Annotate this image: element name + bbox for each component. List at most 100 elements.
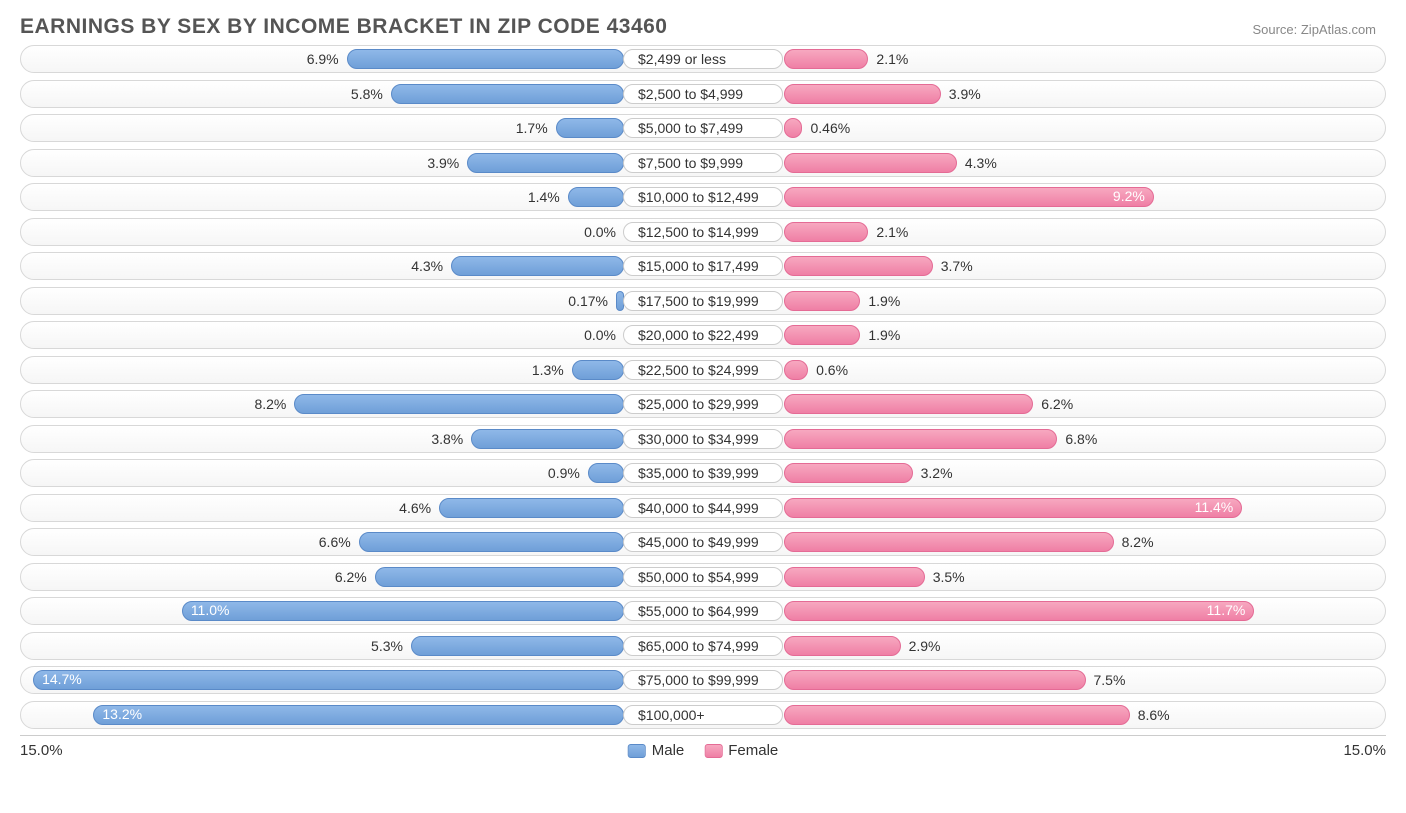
female-half: 8.2% [784, 529, 1387, 555]
male-value-label: 5.3% [371, 638, 403, 654]
male-value-label: 1.7% [516, 120, 548, 136]
female-bar [784, 256, 933, 276]
male-half: 0.17% [21, 288, 624, 314]
legend-male: Male [628, 742, 685, 759]
bracket-label: $25,000 to $29,999 [623, 394, 783, 414]
female-bar [784, 325, 860, 345]
male-half: 0.9% [21, 460, 624, 486]
female-half: 11.4% [784, 495, 1387, 521]
male-value-label: 11.0% [191, 602, 230, 618]
female-bar [784, 567, 925, 587]
chart-row: $20,000 to $22,4990.0%1.9% [20, 321, 1386, 349]
chart-footer: 15.0% Male Female 15.0% [20, 735, 1386, 759]
axis-left-label: 15.0% [20, 742, 63, 759]
male-value-label: 6.9% [307, 51, 339, 67]
female-half: 2.1% [784, 46, 1387, 72]
female-value-label: 6.2% [1041, 396, 1073, 412]
male-bar [439, 498, 624, 518]
male-value-label: 0.0% [584, 224, 616, 240]
male-value-label: 4.6% [399, 500, 431, 516]
female-bar [784, 153, 957, 173]
chart-row: $12,500 to $14,999 0.0% 2.1% [20, 218, 1386, 246]
female-bar: 11.7% [784, 601, 1254, 621]
male-half: 4.3% [21, 253, 624, 279]
male-half: 5.8% [21, 81, 624, 107]
female-value-label: 1.9% [868, 327, 900, 343]
male-half: 6.9% [21, 46, 624, 72]
chart-row: $7,500 to $9,9993.9%4.3% [20, 149, 1386, 177]
male-bar [471, 429, 624, 449]
male-half: 3.9% [21, 150, 624, 176]
male-half: 8.2% [21, 391, 624, 417]
male-half: 1.3% [21, 357, 624, 383]
bracket-label: $55,000 to $64,999 [623, 601, 783, 621]
male-bar [391, 84, 624, 104]
female-value-label: 11.4% [1195, 499, 1234, 515]
female-bar [784, 670, 1086, 690]
male-bar [467, 153, 624, 173]
chart-row: $40,000 to $44,999 4.6% 11.4% [20, 494, 1386, 522]
female-bar [784, 532, 1114, 552]
bracket-label: $10,000 to $12,499 [623, 187, 783, 207]
female-bar [784, 291, 860, 311]
legend-female-label: Female [728, 742, 778, 759]
male-value-label: 3.9% [427, 155, 459, 171]
bracket-label: $75,000 to $99,999 [623, 670, 783, 690]
female-bar [784, 360, 808, 380]
female-bar [784, 463, 913, 483]
female-half: 2.1% [784, 219, 1387, 245]
male-value-label: 6.6% [319, 534, 351, 550]
male-bar [568, 187, 624, 207]
chart-row: $50,000 to $54,9996.2%3.5% [20, 563, 1386, 591]
chart-row: $25,000 to $29,999 8.2% 6.2% [20, 390, 1386, 418]
bracket-label: $40,000 to $44,999 [623, 498, 783, 518]
female-half: 7.5% [784, 667, 1387, 693]
female-bar [784, 429, 1057, 449]
male-bar [572, 360, 624, 380]
female-half: 1.9% [784, 288, 1387, 314]
chart-row: $22,500 to $24,9991.3%0.6% [20, 356, 1386, 384]
source-label: Source: ZipAtlas.com [1252, 22, 1376, 37]
male-half: 5.3% [21, 633, 624, 659]
rows-area: $2,499 or less6.9%2.1%$2,500 to $4,9995.… [20, 45, 1386, 729]
female-half: 3.9% [784, 81, 1387, 107]
male-half: 1.7% [21, 115, 624, 141]
male-bar: 11.0% [182, 601, 624, 621]
female-value-label: 3.2% [921, 465, 953, 481]
female-half: 3.2% [784, 460, 1387, 486]
female-value-label: 3.7% [941, 258, 973, 274]
male-value-label: 8.2% [254, 396, 286, 412]
bracket-label: $35,000 to $39,999 [623, 463, 783, 483]
chart-row: $2,499 or less6.9%2.1% [20, 45, 1386, 73]
bracket-label: $12,500 to $14,999 [623, 222, 783, 242]
female-value-label: 6.8% [1065, 431, 1097, 447]
legend-male-label: Male [652, 742, 685, 759]
female-half: 6.8% [784, 426, 1387, 452]
female-value-label: 2.1% [876, 224, 908, 240]
female-bar [784, 84, 941, 104]
male-value-label: 13.2% [102, 706, 142, 722]
female-half: 2.9% [784, 633, 1387, 659]
female-value-label: 11.7% [1207, 602, 1246, 618]
male-bar: 14.7% [33, 670, 624, 690]
female-value-label: 8.6% [1138, 707, 1170, 723]
female-value-label: 4.3% [965, 155, 997, 171]
male-value-label: 6.2% [335, 569, 367, 585]
chart-row: $30,000 to $34,9993.8%6.8% [20, 425, 1386, 453]
chart-row: $10,000 to $12,4991.4%9.2% [20, 183, 1386, 211]
female-half: 3.5% [784, 564, 1387, 590]
bracket-label: $65,000 to $74,999 [623, 636, 783, 656]
chart-row: $2,500 to $4,9995.8% 3.9% [20, 80, 1386, 108]
female-value-label: 3.5% [933, 569, 965, 585]
male-half: 4.6% [21, 495, 624, 521]
chart-row: $17,500 to $19,9990.17% 1.9% [20, 287, 1386, 315]
female-half: 6.2% [784, 391, 1387, 417]
bracket-label: $2,500 to $4,999 [623, 84, 783, 104]
male-value-label: 0.0% [584, 327, 616, 343]
female-half: 11.7% [784, 598, 1387, 624]
female-value-label: 0.6% [816, 362, 848, 378]
female-bar [784, 118, 802, 138]
female-half: 0.6% [784, 357, 1387, 383]
bracket-label: $17,500 to $19,999 [623, 291, 783, 311]
male-bar [411, 636, 624, 656]
